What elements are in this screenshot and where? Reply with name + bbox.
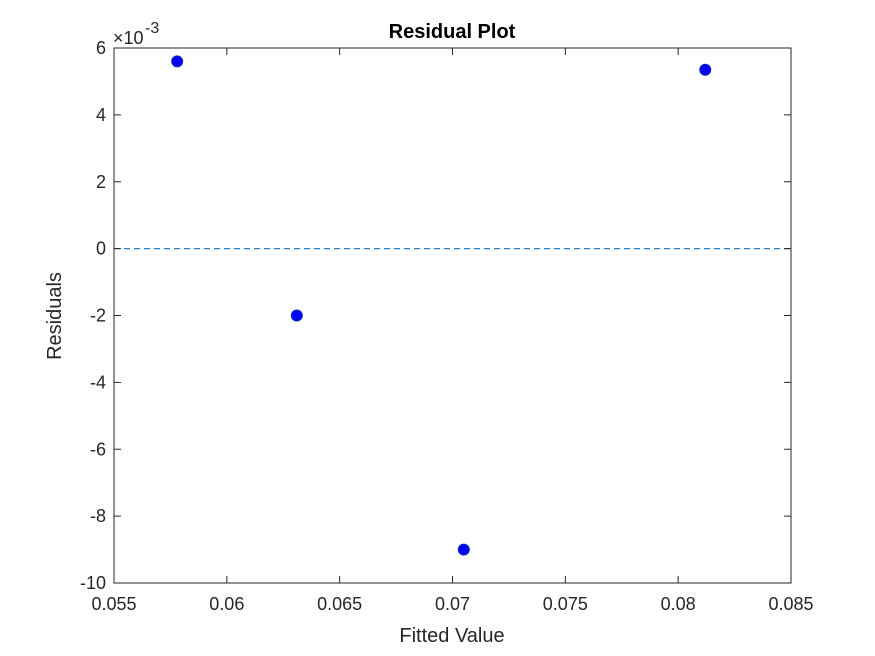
- y-tick-label: -10: [80, 573, 106, 593]
- x-tick-label: 0.07: [435, 594, 470, 614]
- x-tick-label: 0.075: [543, 594, 588, 614]
- x-axis-label: Fitted Value: [399, 625, 504, 647]
- y-axis-label: Residuals: [44, 272, 66, 360]
- y-tick-label: 2: [96, 172, 106, 192]
- y-tick-label: 6: [96, 38, 106, 58]
- data-point: [457, 543, 470, 556]
- data-point: [699, 63, 712, 76]
- y-scale-exponent: -3: [145, 20, 159, 37]
- x-tick-label: 0.085: [768, 594, 813, 614]
- y-tick-label: -8: [90, 506, 106, 526]
- x-tick-label: 0.08: [661, 594, 696, 614]
- chart-title: Residual Plot: [389, 21, 516, 43]
- data-point: [171, 55, 184, 68]
- y-tick-label: -2: [90, 306, 106, 326]
- x-tick-label: 0.06: [209, 594, 244, 614]
- y-tick-label: 4: [96, 105, 106, 125]
- x-tick-label: 0.055: [91, 594, 136, 614]
- y-tick-label: -6: [90, 439, 106, 459]
- y-tick-label: -4: [90, 372, 106, 392]
- y-tick-label: 0: [96, 239, 106, 259]
- x-tick-label: 0.065: [317, 594, 362, 614]
- y-scale-exponent-base: ×10: [113, 28, 144, 48]
- plot-area: [114, 48, 791, 583]
- data-point: [290, 309, 303, 322]
